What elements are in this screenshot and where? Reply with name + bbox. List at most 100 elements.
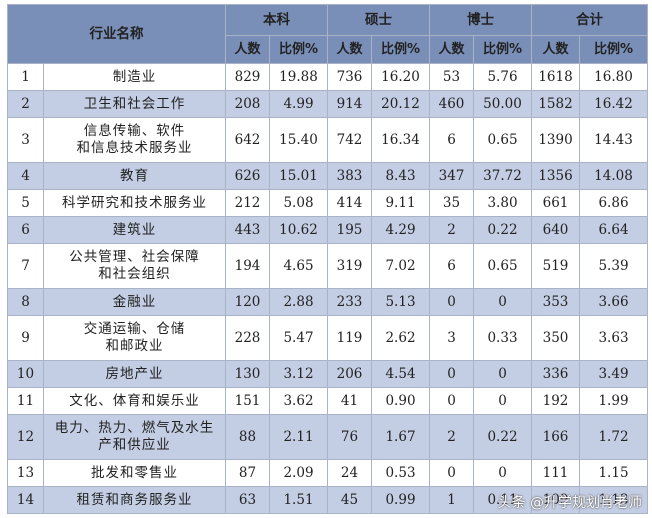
doctor-count-cell: 0: [429, 459, 474, 487]
total-count-cell: 166: [531, 414, 580, 460]
row-number: 12: [7, 414, 44, 460]
header-count: 人数: [531, 35, 580, 64]
industry-name-line: 电力、热力、燃气及水生: [54, 420, 215, 436]
master-ratio-cell: 20.12: [371, 90, 430, 118]
total-ratio-cell: 1.99: [579, 387, 648, 415]
industry-name: 文化、体育和娱乐业: [43, 387, 226, 415]
master-count-cell: 742: [327, 117, 372, 163]
row-number: 8: [7, 288, 44, 316]
master-count-cell: 233: [327, 288, 372, 316]
table-row: 12 电力、热力、燃气及水生 产和供应业 88 2.11 76 1.67 2 0.22 166 1.…: [7, 414, 648, 460]
bachelor-count-cell: 63: [225, 486, 270, 514]
industry-name: 金融业: [43, 288, 226, 316]
total-count-cell: 1618: [531, 63, 580, 91]
master-ratio-cell: 16.20: [371, 63, 430, 91]
bachelor-ratio-cell: 3.12: [269, 360, 328, 388]
industry-name: 批发和零售业: [43, 459, 226, 487]
table-row: 7 公共管理、社会保障 和社会组织 194 4.65 319 7.02 6 0.65 519 5.3…: [7, 243, 648, 289]
header-ratio: 比例%: [371, 35, 430, 64]
industry-name-line: 金融业: [112, 293, 157, 310]
table-row: 8 金融业 120 2.88 233 5.13 0 0 353 3.66: [7, 288, 648, 316]
industry-name-line: 租赁和商务服务业: [76, 491, 193, 508]
table-row: 5 科学研究和技术服务业 212 5.08 414 9.11 35 3.80 661 6.86: [7, 189, 648, 217]
total-count-cell: 1390: [531, 117, 580, 163]
header-row-sub: 人数 比例% 人数 比例% 人数 比例% 人数 比例%: [8, 35, 648, 64]
header-group-total: 合计: [531, 4, 648, 36]
table-row: 1 制造业 829 19.88 736 16.20 53 5.76 1618 16.80: [7, 63, 648, 91]
industry-name-line: 信息传输、软件: [83, 123, 186, 139]
bachelor-count-cell: 130: [225, 360, 270, 388]
doctor-ratio-cell: 0.33: [473, 315, 532, 361]
doctor-ratio-cell: 0: [473, 288, 532, 316]
total-count-cell: 350: [531, 315, 580, 361]
industry-name-line: 房地产业: [105, 365, 164, 382]
industry-name: 公共管理、社会保障 和社会组织: [43, 243, 226, 289]
industry-name: 交通运输、仓储 和邮政业: [43, 315, 226, 361]
total-count-cell: 109: [531, 486, 580, 514]
row-number: 5: [7, 189, 44, 217]
total-ratio-cell: 14.08: [579, 162, 648, 190]
watermark: 头条 @升学规划肖老师: [497, 495, 642, 511]
doctor-count-cell: 0: [429, 288, 474, 316]
total-count-cell: 336: [531, 360, 580, 388]
total-count-cell: 111: [531, 459, 580, 487]
industry-name-line: 文化、体育和娱乐业: [69, 392, 200, 409]
doctor-ratio-cell: 37.72: [473, 162, 532, 190]
table-row: 10 房地产业 130 3.12 206 4.54 0 0 336 3.49: [7, 360, 648, 388]
bachelor-count-cell: 443: [225, 216, 270, 244]
bachelor-ratio-cell: 5.47: [269, 315, 328, 361]
industry-name-line: 产和供应业: [98, 437, 171, 453]
total-count-cell: 519: [531, 243, 580, 289]
bachelor-count-cell: 642: [225, 117, 270, 163]
master-count-cell: 41: [327, 387, 372, 415]
table-row: 14 租赁和商务服务业 63 1.51 45 0.99 1 0.11 109 1.13: [7, 486, 648, 514]
master-count-cell: 319: [327, 243, 372, 289]
industry-name: 租赁和商务服务业: [43, 486, 226, 514]
doctor-count-cell: 2: [429, 216, 474, 244]
row-number: 4: [7, 162, 44, 190]
doctor-count-cell: 6: [429, 243, 474, 289]
row-number: 11: [7, 387, 44, 415]
doctor-count-cell: 2: [429, 414, 474, 460]
master-ratio-cell: 2.62: [371, 315, 430, 361]
total-count-cell: 640: [531, 216, 580, 244]
industry-name-line: 卫生和社会工作: [83, 95, 186, 112]
header-ratio: 比例%: [579, 35, 648, 64]
bachelor-ratio-cell: 10.62: [269, 216, 328, 244]
master-count-cell: 24: [327, 459, 372, 487]
header-row-groups: 行业名称 本科 硕士 博士 合计: [7, 4, 648, 64]
master-ratio-cell: 0.90: [371, 387, 430, 415]
total-ratio-cell: 6.86: [579, 189, 648, 217]
master-ratio-cell: 16.34: [371, 117, 430, 163]
industry-name: 信息传输、软件 和信息技术服务业: [43, 117, 226, 163]
doctor-count-cell: 0: [429, 360, 474, 388]
bachelor-count-cell: 228: [225, 315, 270, 361]
doctor-ratio-cell: 0: [473, 387, 532, 415]
doctor-ratio-cell: 0: [473, 459, 532, 487]
master-ratio-cell: 8.43: [371, 162, 430, 190]
header-count: 人数: [429, 35, 474, 64]
header-ratio: 比例%: [269, 35, 328, 64]
header-count: 人数: [327, 35, 372, 64]
master-count-cell: 736: [327, 63, 372, 91]
bachelor-count-cell: 829: [225, 63, 270, 91]
total-count-cell: 1356: [531, 162, 580, 190]
total-ratio-cell: 3.49: [579, 360, 648, 388]
master-count-cell: 914: [327, 90, 372, 118]
bachelor-ratio-cell: 1.51: [269, 486, 328, 514]
header-group-doctor: 博士: [429, 4, 532, 36]
total-ratio-cell: 6.64: [579, 216, 648, 244]
industry-name-line: 批发和零售业: [91, 464, 178, 481]
bachelor-count-cell: 208: [225, 90, 270, 118]
total-ratio-cell: 3.63: [579, 315, 648, 361]
total-ratio-cell: 1.72: [579, 414, 648, 460]
doctor-ratio-cell: 5.76: [473, 63, 532, 91]
total-count-cell: 661: [531, 189, 580, 217]
row-number: 10: [7, 360, 44, 388]
doctor-count-cell: 3: [429, 315, 474, 361]
table-row: 9 交通运输、仓储 和邮政业 228 5.47 119 2.62 3 0.33 350 3.63: [7, 315, 648, 361]
bachelor-count-cell: 87: [225, 459, 270, 487]
total-count-cell: 1582: [531, 90, 580, 118]
master-ratio-cell: 7.02: [371, 243, 430, 289]
header-group-bachelor: 本科: [225, 4, 328, 36]
